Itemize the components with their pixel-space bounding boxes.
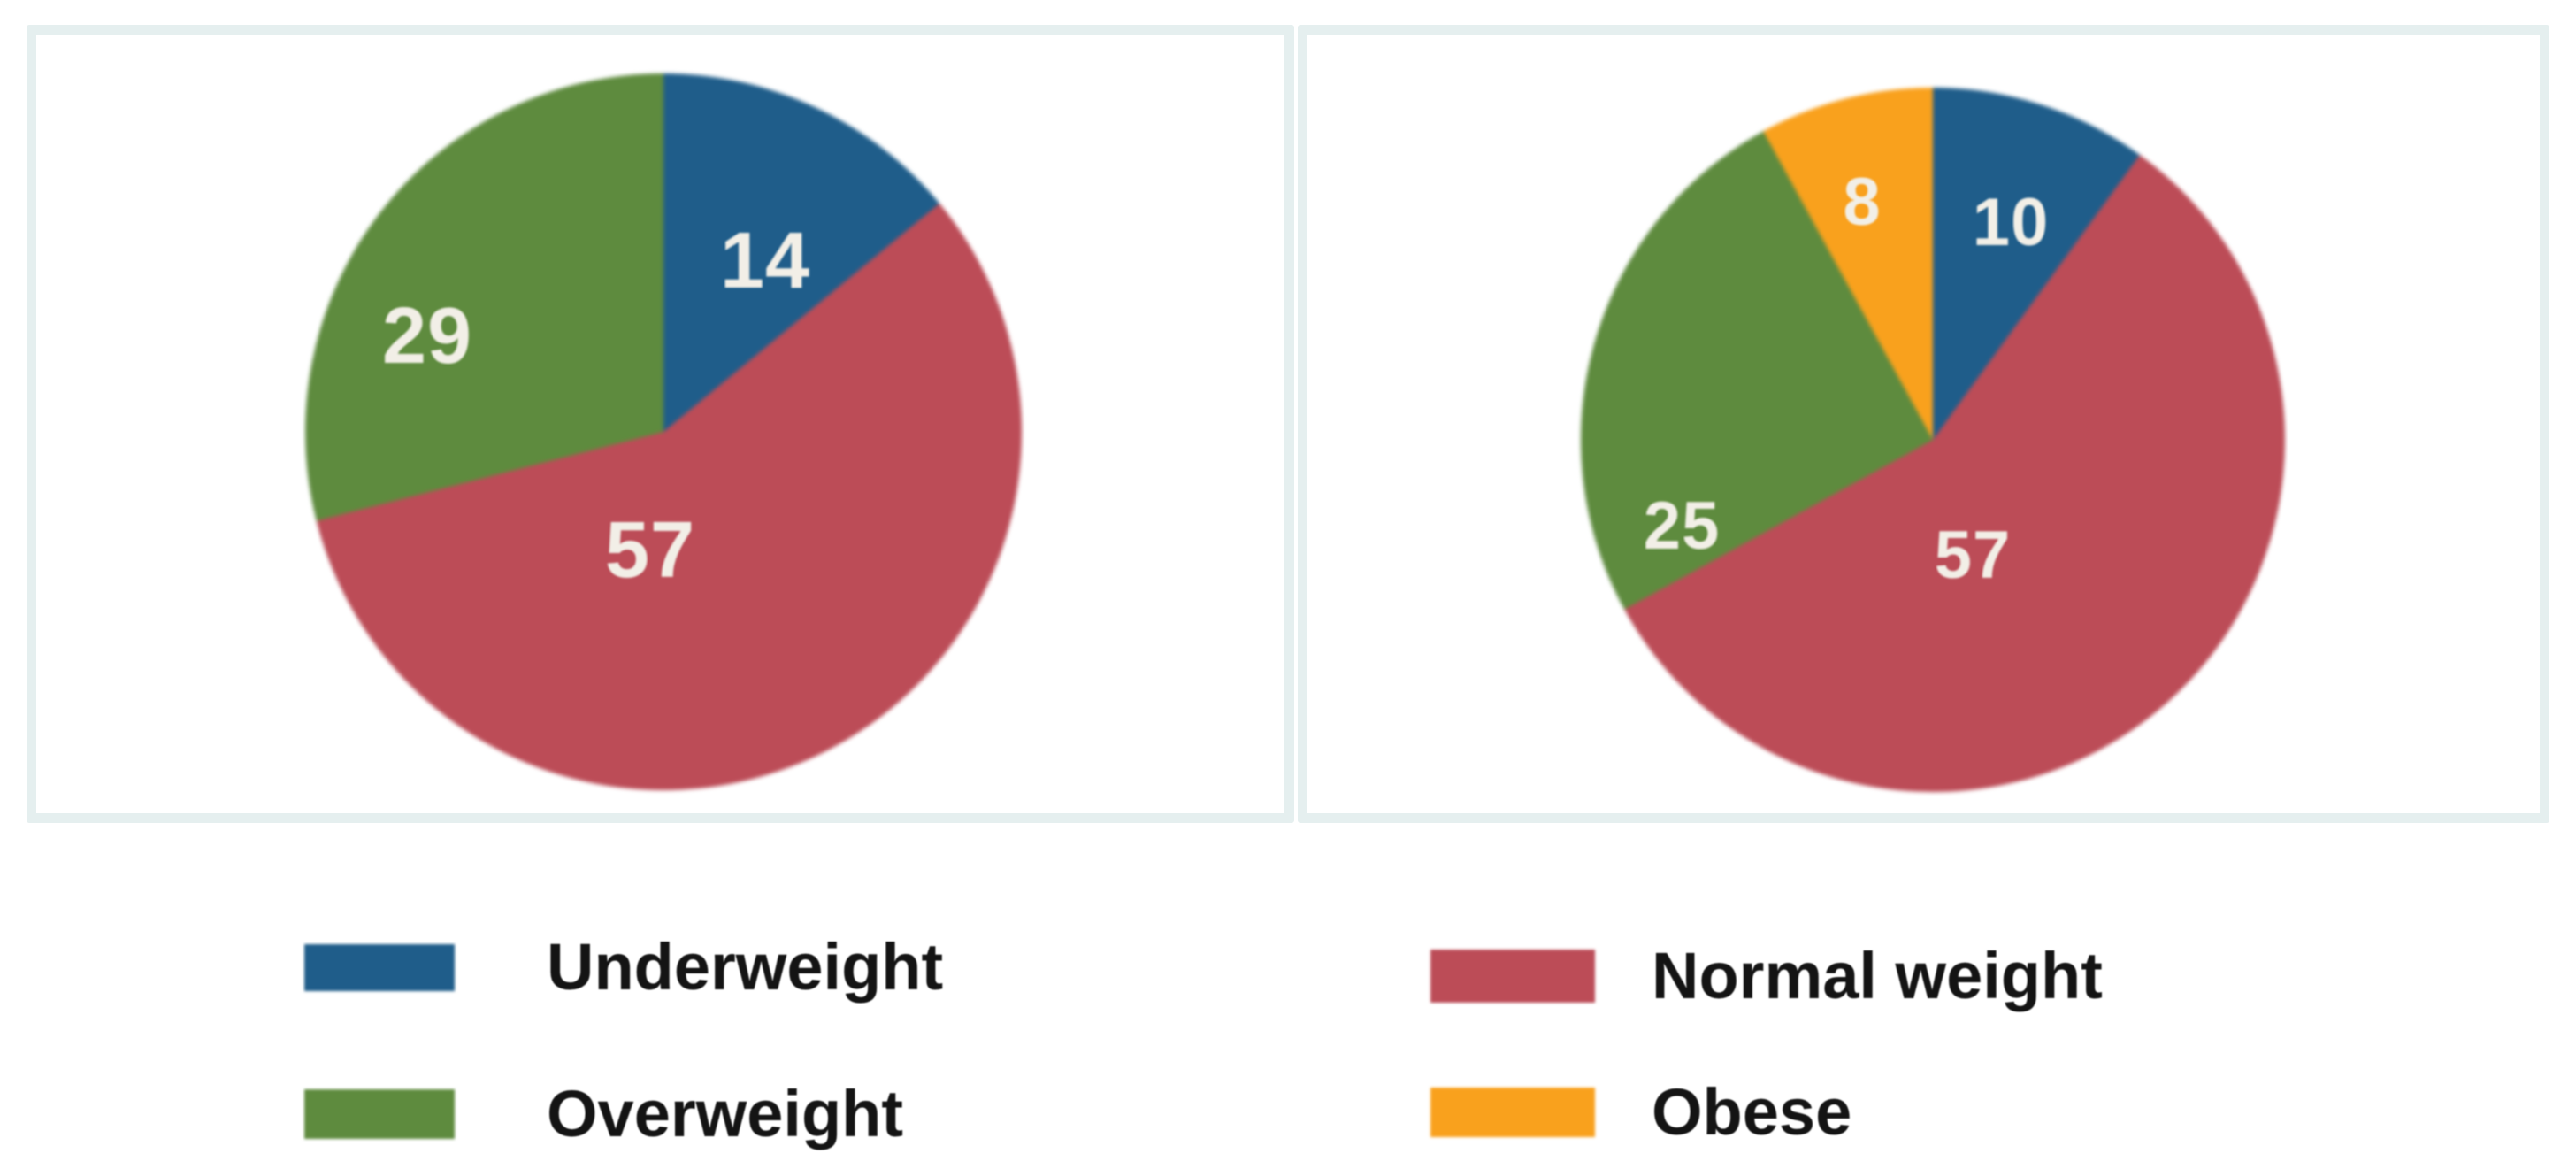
legend-item-overweight: Overweight xyxy=(304,1081,903,1147)
legend-item-normal-weight: Normal weight xyxy=(1430,943,2103,1009)
legend-swatch-obese xyxy=(1430,1088,1595,1137)
legend-swatch-normal-weight xyxy=(1430,950,1595,1003)
pie-chart-right xyxy=(1581,88,2285,792)
pie-right-value-label-overweight: 25 xyxy=(1643,488,1721,564)
legend-swatch-underweight xyxy=(304,943,455,991)
pie-right-value-label-obese: 8 xyxy=(1843,165,1882,240)
legend-item-obese: Obese xyxy=(1430,1080,1852,1145)
pie-right-value-label-normal-weight: 57 xyxy=(1934,518,2012,593)
pie-left-value-label-normal-weight: 57 xyxy=(604,506,696,595)
legend-label-underweight: Underweight xyxy=(547,930,944,1004)
legend-label-normal-weight: Normal weight xyxy=(1652,939,2103,1012)
legend-item-underweight: Underweight xyxy=(304,934,943,1000)
pie-right-value-label-underweight: 10 xyxy=(1972,185,2050,260)
pie-left-value-label-overweight: 29 xyxy=(381,292,473,381)
legend-label-obese: Obese xyxy=(1652,1075,1852,1149)
pie-left-value-label-underweight: 14 xyxy=(719,217,811,305)
legend-label-overweight: Overweight xyxy=(547,1077,903,1150)
legend-swatch-overweight xyxy=(304,1089,455,1139)
pie-chart-left xyxy=(305,73,1022,790)
